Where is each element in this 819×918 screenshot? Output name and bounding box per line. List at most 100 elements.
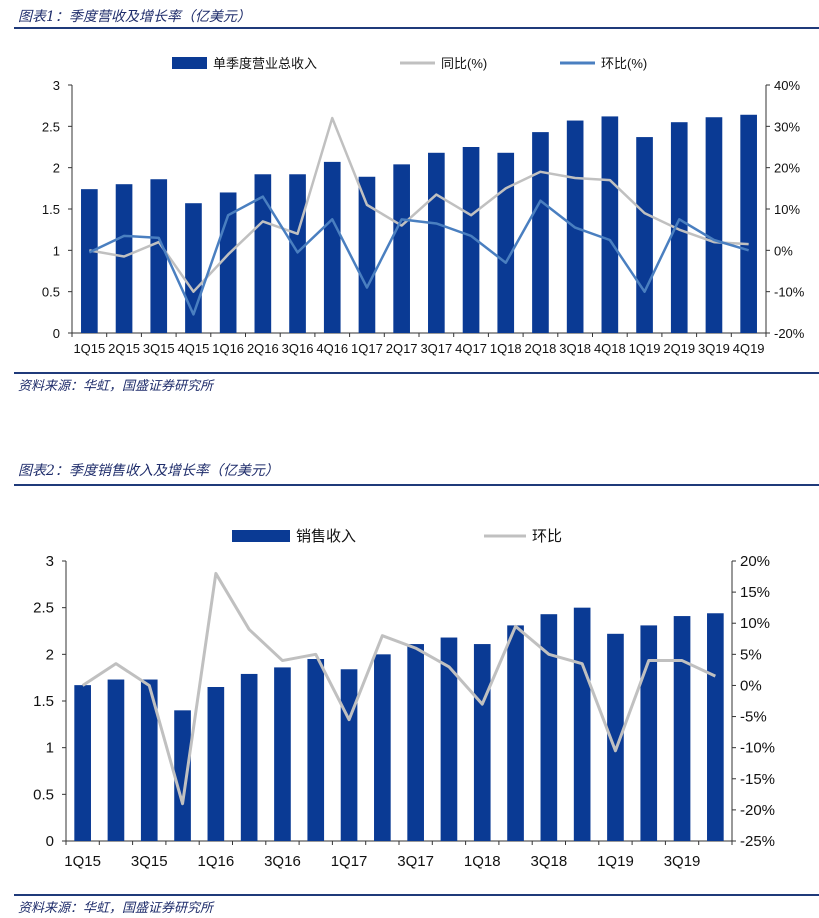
y-left-tick-label: 3	[53, 78, 60, 93]
bar	[254, 174, 272, 333]
y-right-tick-label: 5%	[740, 646, 762, 663]
y-right-tick-label: -10%	[774, 285, 805, 300]
y-left-tick-label: 2	[46, 646, 54, 663]
x-tick-label: 3Q16	[282, 341, 314, 356]
bar	[532, 132, 549, 333]
x-tick-label: 3Q17	[397, 853, 434, 870]
y-right-tick-label: 10%	[740, 615, 770, 632]
bar	[640, 625, 658, 841]
bar	[707, 613, 724, 841]
x-tick-label: 3Q18	[559, 341, 591, 356]
y-right-tick-label: 40%	[774, 78, 800, 93]
y-left-tick-label: 0.5	[33, 786, 54, 803]
legend-label: 同比(%)	[441, 56, 487, 71]
bar	[374, 654, 391, 841]
x-tick-label: 3Q19	[664, 853, 701, 870]
y-right-tick-label: -25%	[740, 833, 775, 850]
chart-2: 0 0.5 1 1.5 2 2.5 3 -25% -20% -15% -10% -5% 0% 5% 10% 1…	[33, 528, 775, 870]
figure-2-top-rule	[14, 484, 819, 486]
bar	[440, 637, 458, 841]
x-tick-label: 1Q18	[490, 341, 522, 356]
series-line	[81, 571, 716, 806]
figure-1-top-rule	[14, 27, 819, 29]
x-tick-label: 4Q17	[455, 341, 487, 356]
figure-2-bottom-rule	[14, 894, 819, 896]
y-right-tick-label: -20%	[740, 802, 775, 819]
x-tick-label: 4Q18	[594, 341, 626, 356]
legend-label: 销售收入	[296, 528, 356, 545]
y-left-tick-label: 2	[53, 161, 60, 176]
x-tick-label: 1Q15	[64, 853, 101, 870]
x-tick-label: 3Q19	[698, 341, 730, 356]
figure-1-bottom-rule	[14, 372, 819, 374]
legend-label: 单季度营业总收入	[213, 56, 317, 71]
bar	[150, 179, 168, 333]
bar	[670, 122, 688, 333]
x-tick-label: 4Q16	[316, 341, 348, 356]
y-right-tick-label: 20%	[740, 553, 770, 570]
y-left-tick-label: 2.5	[33, 600, 54, 617]
bar	[81, 189, 98, 333]
bar	[107, 679, 125, 841]
x-tick-label: 3Q15	[143, 341, 175, 356]
bar	[407, 644, 424, 841]
x-tick-label: 1Q17	[351, 341, 383, 356]
y-left-tick-label: 1.5	[33, 693, 54, 710]
bar	[74, 685, 91, 841]
series-line	[89, 116, 749, 293]
bar	[140, 679, 158, 841]
x-tick-label: 1Q16	[212, 341, 244, 356]
legend-swatch-bar	[232, 530, 290, 542]
bar	[323, 161, 341, 333]
y-left-tick-label: 1	[53, 243, 60, 258]
chart-1: 00.511.522.53-20%-10%0%10%20%30%40%1Q15 2…	[42, 56, 805, 356]
x-tick-label: 4Q19	[733, 341, 765, 356]
x-tick-label: 1Q16	[197, 853, 234, 870]
legend-swatch-bar	[172, 57, 207, 69]
bar	[240, 673, 258, 841]
x-tick-label: 1Q19	[629, 341, 661, 356]
series-line	[88, 195, 750, 316]
bar	[673, 616, 691, 841]
x-tick-label: 4Q15	[178, 341, 210, 356]
x-tick-label: 2Q16	[247, 341, 279, 356]
bar	[428, 152, 445, 333]
y-right-tick-label: 10%	[774, 202, 800, 217]
x-tick-label: 2Q15	[108, 341, 140, 356]
x-tick-label: 1Q17	[331, 853, 368, 870]
y-left-tick-label: 0.5	[42, 285, 60, 300]
bar	[115, 184, 133, 333]
y-right-tick-label: 15%	[740, 584, 770, 601]
y-left-tick-label: 0	[53, 326, 60, 341]
bar	[540, 614, 558, 841]
y-left-tick-label: 1.5	[42, 202, 60, 217]
y-right-tick-label: 0%	[774, 243, 793, 258]
bar	[705, 117, 723, 334]
x-tick-label: 3Q17	[420, 341, 452, 356]
bar	[274, 667, 291, 841]
bar	[497, 152, 515, 333]
bar	[462, 147, 480, 333]
bar	[473, 644, 491, 841]
bar	[607, 633, 624, 841]
legend-label: 环比(%)	[601, 56, 647, 71]
bar	[174, 710, 191, 841]
x-tick-label: 1Q19	[597, 853, 634, 870]
y-right-tick-label: -20%	[774, 326, 805, 341]
figure-1-source: 资料来源：华虹，国盛证券研究所	[18, 379, 214, 394]
bar	[573, 607, 591, 841]
y-right-tick-label: -5%	[740, 709, 767, 726]
figure-2-source: 资料来源：华虹，国盛证券研究所	[18, 901, 214, 916]
bar	[601, 116, 619, 333]
y-left-tick-label: 1	[46, 740, 54, 757]
x-tick-label: 1Q18	[464, 853, 501, 870]
bar	[507, 625, 524, 841]
y-left-tick-label: 0	[46, 833, 54, 850]
figure-2-title: 图表2：季度销售收入及增长率（亿美元）	[18, 463, 279, 479]
y-right-tick-label: -15%	[740, 771, 775, 788]
bar	[358, 176, 376, 333]
bar	[393, 164, 410, 333]
y-left-tick-label: 2.5	[42, 119, 60, 134]
y-right-tick-label: 0%	[740, 677, 762, 694]
y-right-tick-label: 20%	[774, 161, 800, 176]
